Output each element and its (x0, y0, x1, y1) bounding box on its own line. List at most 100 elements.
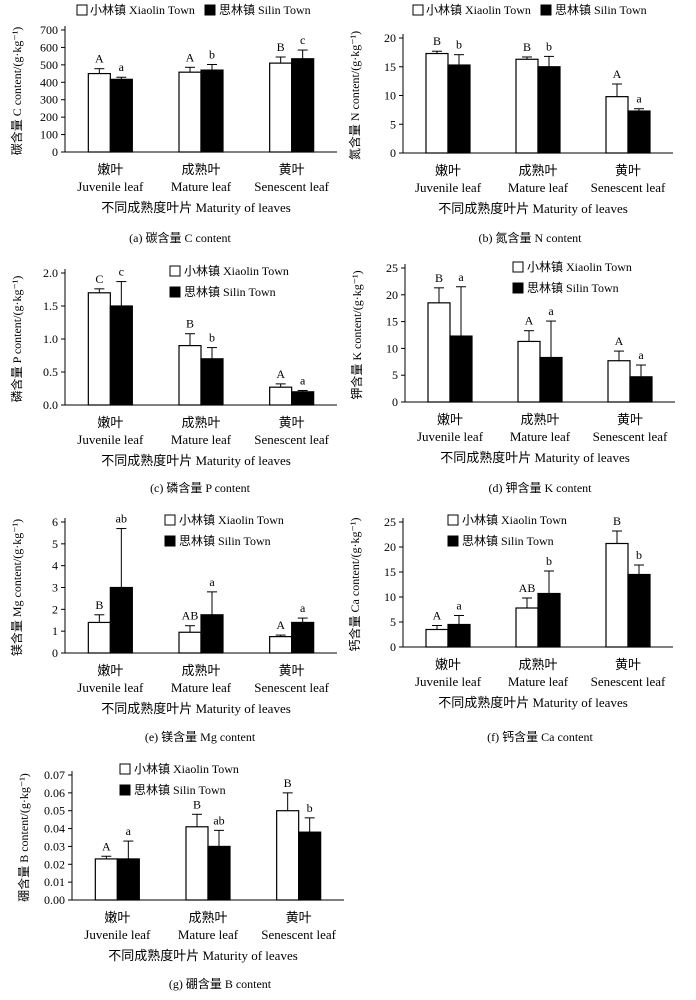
x-axis-title: 不同成熟度叶片 Maturity of leaves (101, 453, 291, 468)
significance-label: b (307, 801, 313, 815)
x-axis-title: 不同成熟度叶片 Maturity of leaves (440, 450, 630, 465)
legend: 小林镇 Xiaolin Town 思林镇 Silin Town (512, 260, 632, 295)
bar-silin (449, 335, 473, 403)
y-tick-label: 0.04 (44, 822, 65, 836)
significance-label: B (435, 271, 443, 285)
significance-label: a (638, 348, 644, 362)
legend: 小林镇 Xiaolin Town 思林镇 Silin Town (119, 762, 239, 797)
significance-label: a (548, 304, 554, 318)
legend-swatch-xiaolin (512, 261, 524, 273)
y-tick-label: 1 (52, 624, 58, 638)
bar-xiaolin (178, 345, 202, 406)
y-tick-label: 0 (52, 646, 58, 660)
y-tick-label: 15 (386, 315, 398, 329)
y-tick-label: 25 (386, 261, 398, 275)
y-tick-label: 2.0 (43, 266, 58, 280)
category-label-cn: 黄叶 (615, 163, 641, 178)
significance-label: A (613, 67, 622, 81)
bar-silin (627, 110, 651, 154)
y-tick-label: 6 (52, 515, 58, 529)
bar-xiaolin (605, 542, 629, 648)
bar-silin (291, 391, 315, 406)
y-tick-label: 1.0 (43, 332, 58, 346)
significance-label: A (525, 314, 534, 328)
significance-label: A (102, 839, 111, 853)
bar-xiaolin (427, 302, 451, 403)
category-label-cn: 成熟叶 (188, 910, 227, 925)
y-tick-label: 0 (390, 640, 396, 654)
category-label-cn: 嫩叶 (97, 415, 123, 430)
significance-label: a (456, 599, 462, 613)
category-label-cn: 黄叶 (286, 910, 312, 925)
y-tick-label: 700 (40, 23, 58, 37)
chart-panel-ca: 0 5 10 15 20 25 钙含量 Ca content/(g·kg⁻¹) Aa 嫩叶 Juv… (347, 513, 673, 744)
significance-label: A (615, 334, 624, 348)
y-tick-label: 0.0 (43, 398, 58, 412)
category-label-en: Senescent leaf (591, 674, 666, 689)
bar-xiaolin (178, 71, 202, 153)
significance-label: b (456, 38, 462, 52)
significance-label: c (300, 33, 305, 47)
category-label-cn: 嫩叶 (435, 657, 461, 672)
y-tick-label: 0 (52, 145, 58, 159)
bar-silin (291, 621, 315, 654)
bar-xiaolin (94, 858, 118, 901)
bar-silin (537, 592, 561, 648)
category-label-cn: 嫩叶 (435, 163, 461, 178)
bar-xiaolin (276, 810, 300, 901)
y-tick-label: 10 (384, 89, 396, 103)
significance-label: ab (213, 813, 224, 827)
category-label-en: Mature leaf (178, 927, 239, 942)
category-label-en: Juvenile leaf (417, 429, 484, 444)
significance-label: b (636, 548, 642, 562)
category-label-en: Mature leaf (510, 429, 571, 444)
y-axis-title: 氮含量 N content/(g·kg⁻¹) (347, 31, 362, 160)
category-label-en: Senescent leaf (254, 179, 329, 194)
legend-label-silin: 思林镇 Silin Town (219, 3, 311, 17)
y-tick-label: 0.03 (44, 839, 65, 853)
legend: 小林镇 Xiaolin Town 思林镇 Silin Town (412, 3, 647, 17)
significance-label: A (186, 50, 195, 64)
significance-label: B (193, 797, 201, 811)
legend-label-xiaolin: 小林镇 Xiaolin Town (184, 264, 289, 278)
bar-xiaolin (87, 292, 111, 406)
legend-label-silin: 思林镇 Silin Town (555, 3, 647, 17)
category-label-en: Juvenile leaf (77, 179, 144, 194)
legend-swatch-silin (204, 4, 216, 16)
legend-swatch-xiaolin (447, 514, 459, 526)
category-label-cn: 黄叶 (617, 412, 643, 427)
category-label-en: Senescent leaf (593, 429, 668, 444)
y-tick-label: 600 (40, 40, 58, 54)
y-tick-label: 10 (384, 590, 396, 604)
bar-silin (116, 858, 140, 901)
legend-label-xiaolin: 小林镇 Xiaolin Town (527, 260, 632, 274)
significance-label: B (95, 598, 103, 612)
legend: 小林镇 Xiaolin Town 思林镇 Silin Town (447, 513, 567, 548)
significance-label: b (209, 331, 215, 345)
category-label-en: Senescent leaf (261, 927, 336, 942)
panel-caption: (g) 硼含量 B content (169, 976, 272, 991)
bar-silin (447, 64, 471, 154)
significance-label: a (458, 270, 464, 284)
category-label-cn: 黄叶 (279, 415, 305, 430)
category-label-cn: 成熟叶 (518, 163, 557, 178)
y-tick-label: 0.06 (44, 786, 65, 800)
significance-label: b (209, 48, 215, 62)
bar-xiaolin (517, 340, 541, 403)
bar-silin (627, 573, 651, 648)
x-axis-title: 不同成熟度叶片 Maturity of leaves (438, 695, 628, 710)
panel-caption: (b) 氮含量 N content (479, 230, 583, 245)
bar-silin (200, 614, 224, 654)
category-label-en: Juvenile leaf (77, 432, 144, 447)
x-axis-title: 不同成熟度叶片 Maturity of leaves (438, 201, 628, 216)
bar-silin (109, 78, 133, 153)
y-tick-label: 3 (52, 581, 58, 595)
legend-swatch-silin (119, 784, 131, 796)
significance-label: B (613, 514, 621, 528)
bar-silin (109, 305, 133, 406)
category-label-en: Mature leaf (171, 680, 232, 695)
legend-swatch-xiaolin (169, 265, 181, 277)
y-tick-label: 0.02 (44, 857, 65, 871)
legend-swatch-xiaolin (164, 514, 176, 526)
